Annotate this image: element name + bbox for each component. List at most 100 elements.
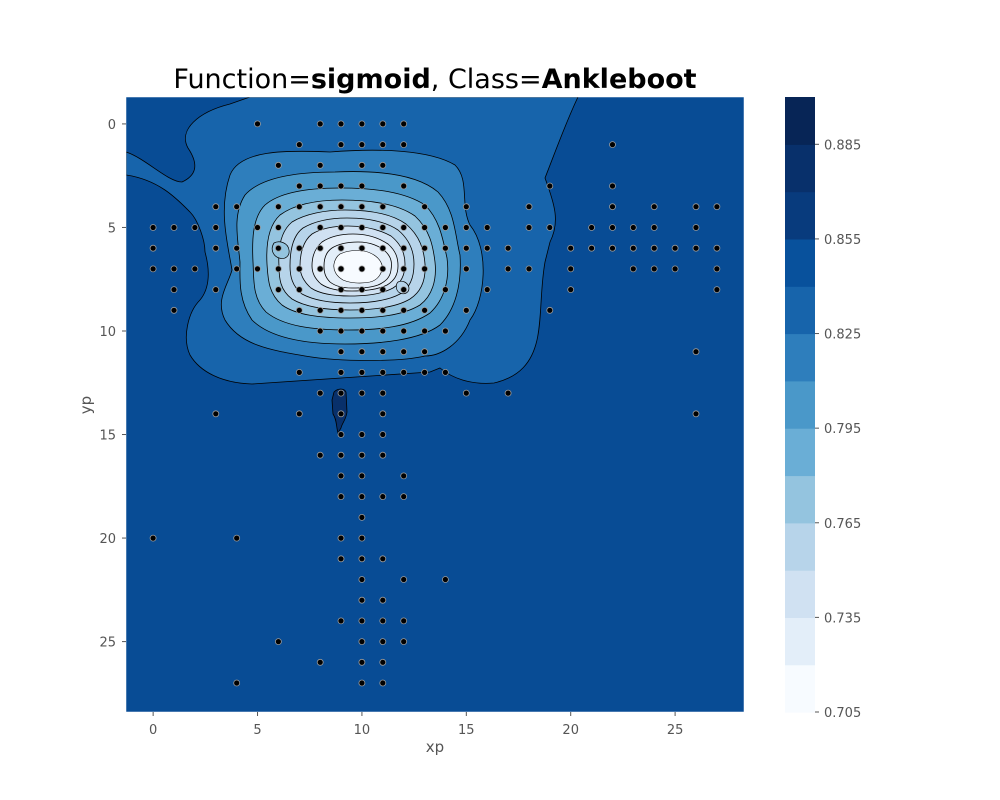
- data-point: [337, 327, 345, 335]
- data-point: [316, 244, 324, 252]
- data-point: [149, 244, 157, 252]
- data-point: [358, 638, 366, 645]
- data-point: [441, 576, 449, 583]
- data-point: [316, 203, 324, 211]
- data-point: [379, 389, 387, 397]
- colorbar-tick-label: 0.825: [824, 328, 861, 343]
- data-point: [337, 368, 345, 376]
- data-point: [609, 203, 616, 211]
- data-point: [400, 224, 408, 231]
- data-point: [692, 224, 700, 231]
- contour-band-10: [333, 250, 383, 284]
- data-point: [337, 451, 345, 459]
- data-point: [358, 493, 366, 501]
- data-point: [462, 244, 470, 252]
- data-point: [504, 265, 512, 273]
- data-point: [692, 410, 700, 418]
- data-point: [400, 141, 408, 149]
- data-point: [254, 265, 261, 273]
- chart-title-class: Ankleboot: [542, 64, 697, 95]
- colorbar-segment: [785, 191, 815, 240]
- plot-frame: [125, 96, 745, 713]
- data-point: [212, 410, 220, 418]
- data-point: [462, 203, 470, 211]
- data-point: [650, 203, 658, 211]
- data-point: [295, 306, 303, 314]
- data-point: [274, 224, 282, 231]
- data-point: [421, 348, 429, 356]
- data-point: [233, 534, 241, 542]
- data-point: [379, 451, 387, 459]
- data-point: [295, 286, 303, 294]
- data-point: [358, 451, 366, 459]
- data-point: [191, 224, 199, 231]
- data-point: [149, 534, 157, 542]
- data-point: [504, 389, 512, 397]
- data-point: [692, 203, 700, 211]
- data-point: [358, 327, 366, 335]
- data-point: [337, 286, 345, 294]
- data-point: [379, 679, 387, 687]
- data-point: [358, 348, 366, 356]
- x-tick-label: 0: [149, 723, 157, 738]
- data-point: [337, 389, 345, 397]
- data-point: [713, 286, 721, 294]
- colorbar: 0.705 0.735 0.765 0.795 0.825 0.855 0.885: [785, 97, 861, 721]
- data-point: [546, 306, 554, 314]
- data-point: [358, 368, 366, 376]
- data-point: [421, 306, 429, 314]
- data-point: [400, 638, 408, 645]
- data-point: [316, 265, 324, 273]
- data-point: [358, 389, 366, 397]
- data-point: [337, 617, 345, 625]
- data-point: [504, 244, 512, 252]
- data-point: [462, 265, 470, 273]
- data-point: [316, 306, 324, 314]
- colorbar-segment: [785, 286, 815, 335]
- data-point: [441, 327, 449, 335]
- data-point: [421, 368, 429, 376]
- data-point: [421, 224, 429, 231]
- data-point: [400, 244, 408, 252]
- data-point: [316, 120, 324, 128]
- data-point: [379, 224, 387, 231]
- data-point: [254, 120, 261, 128]
- colorbar-segment: [785, 570, 815, 618]
- data-point: [337, 534, 345, 542]
- data-point: [629, 265, 637, 273]
- colorbar-tick-label: 0.855: [824, 233, 861, 248]
- data-point: [629, 244, 637, 252]
- data-point: [567, 265, 575, 273]
- chart-title-separator: , Class=: [431, 64, 542, 95]
- data-point: [650, 265, 658, 273]
- data-point: [295, 410, 303, 418]
- data-point: [191, 265, 199, 273]
- data-point: [546, 182, 554, 190]
- colorbar-segment: [785, 144, 815, 193]
- data-point: [316, 161, 324, 169]
- data-point: [149, 265, 157, 273]
- data-point: [400, 265, 408, 273]
- data-point: [274, 265, 282, 273]
- data-point: [421, 244, 429, 252]
- y-axis-label: yp: [77, 396, 95, 414]
- data-point: [400, 182, 408, 190]
- y-tick-label: 5: [108, 221, 116, 236]
- data-point: [274, 161, 282, 169]
- x-tick-label: 20: [562, 723, 579, 738]
- data-point: [671, 244, 679, 252]
- colorbar-segment: [785, 522, 815, 571]
- y-tick-label: 25: [99, 636, 116, 651]
- y-tick-label: 0: [108, 118, 116, 133]
- data-point: [233, 265, 241, 273]
- data-point: [400, 120, 408, 128]
- data-point: [358, 141, 366, 149]
- data-point: [483, 224, 491, 231]
- data-point: [358, 244, 366, 252]
- data-point: [274, 638, 282, 645]
- data-point: [609, 182, 616, 190]
- data-point: [358, 472, 366, 480]
- data-point: [400, 348, 408, 356]
- data-point: [295, 141, 303, 149]
- data-point: [316, 389, 324, 397]
